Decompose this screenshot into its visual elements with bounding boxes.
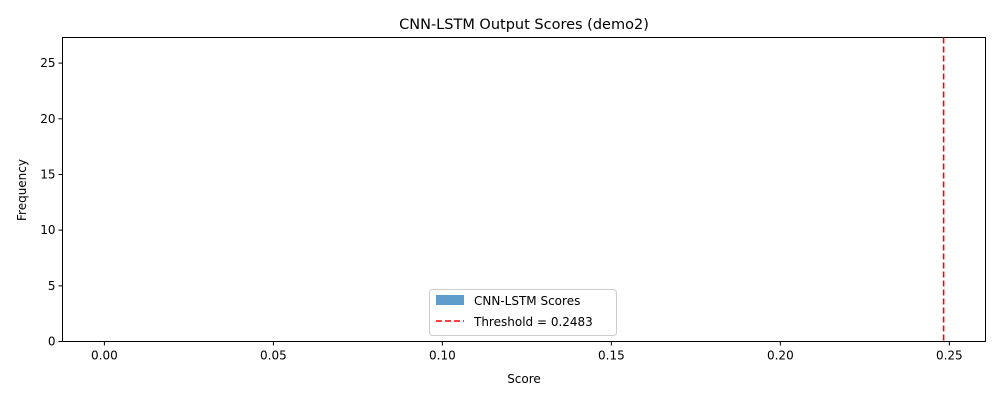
y-axis-label: Frequency — [15, 159, 29, 221]
y-tick-label: 20 — [40, 112, 55, 126]
legend-box — [429, 289, 617, 336]
x-axis-label: Score — [507, 372, 541, 386]
x-tick-label: 0.05 — [260, 349, 287, 363]
x-tick-label: 0.10 — [429, 349, 456, 363]
legend-label-scores: CNN-LSTM Scores — [474, 294, 580, 308]
x-tick-label: 0.20 — [767, 349, 794, 363]
legend-label-threshold: Threshold = 0.2483 — [473, 315, 593, 329]
x-tick-label: 0.00 — [91, 349, 118, 363]
x-tick-label: 0.25 — [936, 349, 963, 363]
plot-frame — [62, 37, 986, 342]
y-tick-label: 10 — [40, 223, 55, 237]
chart-title: CNN-LSTM Output Scores (demo2) — [399, 17, 649, 33]
y-tick-label: 0 — [48, 335, 56, 349]
y-tick-label: 5 — [48, 279, 56, 293]
legend: CNN-LSTM Scores Threshold = 0.2483 — [429, 289, 617, 336]
y-tick-label: 25 — [40, 56, 55, 70]
legend-swatch-scores — [436, 295, 464, 305]
plot-area — [62, 37, 986, 342]
y-tick-label: 15 — [40, 167, 55, 181]
x-tick-label: 0.15 — [598, 349, 625, 363]
x-axis-ticks: 0.00 0.05 0.10 0.15 0.20 0.25 — [91, 341, 963, 363]
y-axis-ticks: 0 5 10 15 20 25 — [40, 56, 63, 349]
